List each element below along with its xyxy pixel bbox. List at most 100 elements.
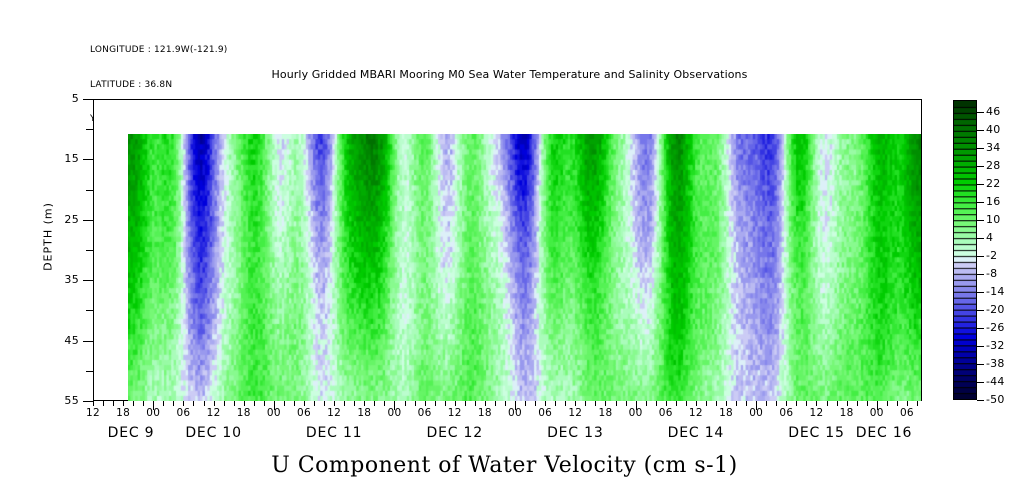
x-axis-minor-tick <box>434 401 436 406</box>
x-axis-minor-tick <box>494 401 496 406</box>
x-axis-minor-tick <box>615 401 617 406</box>
x-axis-day-label: DEC 12 <box>426 425 483 441</box>
colorbar-tick <box>977 292 984 293</box>
y-axis-major-tick <box>83 280 93 282</box>
colorbar-tick-label: -2 <box>986 249 998 262</box>
colorbar-tick-label: 16 <box>986 195 1001 208</box>
colorbar-tick <box>977 202 984 203</box>
x-axis-minor-tick <box>685 401 687 406</box>
x-axis-minor-tick <box>484 401 486 406</box>
x-axis-minor-tick <box>314 401 316 406</box>
x-axis-hour-label: 00 <box>508 407 523 419</box>
x-axis-minor-tick <box>535 401 537 406</box>
x-axis-minor-tick <box>404 401 406 406</box>
x-axis-minor-tick <box>575 401 577 406</box>
x-axis-day-label: DEC 15 <box>788 425 845 441</box>
x-axis-minor-tick <box>354 401 356 406</box>
colorbar-tick-label: -32 <box>986 339 1005 352</box>
x-axis-minor-tick <box>324 401 326 406</box>
y-axis-title: DEPTH (m) <box>41 202 55 271</box>
x-axis-hour-label: 12 <box>327 407 342 419</box>
colorbar-tick-label: -26 <box>986 321 1005 334</box>
colorbar-tick <box>977 400 984 401</box>
colorbar-tick <box>977 220 984 221</box>
y-axis-major-tick <box>83 340 93 342</box>
x-axis-minor-tick <box>293 401 295 406</box>
x-axis-hour-label: 18 <box>357 407 372 419</box>
x-axis-minor-tick <box>595 401 597 406</box>
y-axis-minor-tick <box>86 370 93 372</box>
x-axis-minor-tick <box>304 401 306 406</box>
x-axis-day-label: DEC 11 <box>305 425 363 441</box>
y-axis-tick-label: 55 <box>64 394 79 407</box>
y-axis-major-tick <box>83 401 93 402</box>
x-axis-minor-tick <box>675 401 677 406</box>
x-axis-minor-tick <box>545 401 547 406</box>
x-axis-minor-tick <box>866 401 868 406</box>
y-axis-tick-label: 45 <box>64 333 79 347</box>
x-axis-hour-label: 12 <box>447 407 462 419</box>
x-axis-minor-tick <box>746 401 748 406</box>
x-axis-minor-tick <box>826 401 828 406</box>
colorbar-tick <box>977 166 984 167</box>
colorbar-tick-label: -20 <box>986 303 1005 316</box>
x-axis-minor-tick <box>474 401 476 406</box>
y-axis-minor-tick <box>86 310 93 312</box>
x-axis-day-label: DEC 16 <box>855 425 913 441</box>
x-axis-hour-label: 06 <box>899 407 914 419</box>
x-axis-minor-tick <box>856 401 858 406</box>
x-axis-minor-tick <box>916 401 918 406</box>
y-axis-minor-tick <box>86 129 93 131</box>
colorbar-tick <box>977 130 984 131</box>
x-axis-hour-label: 18 <box>839 407 854 419</box>
x-axis-day-tick <box>876 401 878 410</box>
colorbar-tick-label: -44 <box>986 375 1005 388</box>
x-axis-hour-label: 00 <box>266 407 281 419</box>
x-axis-minor-tick <box>806 401 808 406</box>
colorbar-tick <box>977 310 984 311</box>
colorbar-tick-label: -8 <box>986 267 998 280</box>
x-axis-hour-label: 06 <box>538 407 553 419</box>
x-axis-hour-label: 00 <box>749 407 764 419</box>
x-axis-minor-tick <box>625 401 627 406</box>
x-axis-minor-tick <box>726 401 728 406</box>
colorbar-tick-label: 40 <box>986 123 1001 136</box>
y-axis-major-tick <box>83 159 93 161</box>
x-axis-minor-tick <box>776 401 778 406</box>
colorbar-tick-label: 34 <box>986 141 1001 154</box>
x-axis-day-tick <box>635 401 637 410</box>
x-axis-minor-tick <box>766 401 768 406</box>
x-axis-minor-tick <box>334 401 336 406</box>
x-axis-day-label: DEC 14 <box>667 425 725 441</box>
variable-title: U Component of Water Velocity (cm s-1) <box>271 453 738 478</box>
x-axis-minor-tick <box>655 401 657 406</box>
chart-title: Hourly Gridded MBARI Mooring M0 Sea Wate… <box>271 68 748 81</box>
x-axis-minor-tick <box>846 401 848 406</box>
colorbar-tick <box>977 112 984 113</box>
colorbar-tick-label: -50 <box>986 393 1005 406</box>
x-axis-minor-tick <box>424 401 426 406</box>
y-axis-major-tick <box>83 99 93 100</box>
x-axis-minor-tick <box>705 401 707 406</box>
colorbar-tick-label: 4 <box>986 231 994 244</box>
colorbar-tick-label: -14 <box>986 285 1005 298</box>
colorbar-tick-label: 28 <box>986 159 1001 172</box>
x-axis-hour-label: 18 <box>598 407 613 419</box>
x-axis-minor-tick <box>133 401 135 406</box>
x-axis-minor-tick <box>344 401 346 406</box>
x-axis-minor-tick <box>565 401 567 406</box>
x-axis-minor-tick <box>896 401 898 406</box>
x-axis-hour-label: 00 <box>628 407 643 419</box>
x-axis-minor-tick <box>886 401 888 406</box>
x-axis-minor-tick <box>525 401 527 406</box>
x-axis-minor-tick <box>143 401 145 406</box>
y-axis-tick-label: 5 <box>71 92 79 105</box>
x-axis-minor-tick <box>796 401 798 406</box>
x-axis-day-tick <box>756 401 758 410</box>
x-axis-minor-tick <box>193 401 195 406</box>
x-axis-minor-tick <box>555 401 557 406</box>
x-axis-hour-label: 18 <box>477 407 492 419</box>
x-axis-hour-label: 00 <box>387 407 402 419</box>
x-axis-minor-tick <box>645 401 647 406</box>
colorbar-tick <box>977 184 984 185</box>
